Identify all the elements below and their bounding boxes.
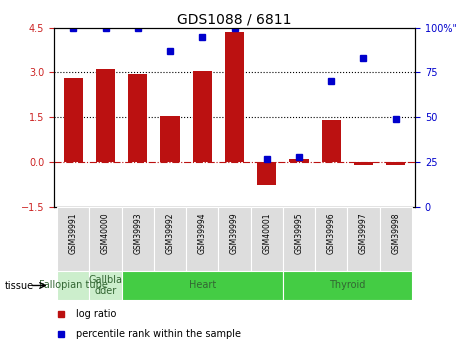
Bar [193, 71, 212, 162]
Bar [160, 116, 180, 162]
Text: Heart: Heart [189, 280, 216, 290]
Bar [257, 162, 276, 185]
Bar [90, 207, 121, 271]
Text: GSM39996: GSM39996 [327, 212, 336, 254]
Bar [96, 69, 115, 162]
Bar [348, 207, 379, 271]
Text: GSM39997: GSM39997 [359, 212, 368, 254]
Bar [283, 271, 412, 300]
Text: GSM39994: GSM39994 [198, 212, 207, 254]
Text: GSM39998: GSM39998 [391, 212, 400, 254]
Text: Gallbla
dder: Gallbla dder [89, 275, 122, 296]
Bar [219, 207, 250, 271]
Bar [315, 207, 348, 271]
Bar [121, 207, 154, 271]
Text: log ratio: log ratio [76, 309, 116, 319]
Bar [121, 271, 283, 300]
Text: GSM39993: GSM39993 [133, 212, 142, 254]
Bar [128, 74, 147, 162]
Text: percentile rank within the sample: percentile rank within the sample [76, 329, 241, 339]
Text: Fallopian tube: Fallopian tube [39, 280, 108, 290]
Text: tissue: tissue [5, 282, 34, 291]
Bar [354, 162, 373, 165]
Bar [154, 207, 186, 271]
Bar [57, 207, 90, 271]
Text: Thyroid: Thyroid [329, 280, 365, 290]
Bar [57, 271, 90, 300]
Text: GSM39992: GSM39992 [166, 212, 174, 254]
Text: GSM40001: GSM40001 [262, 212, 271, 254]
Text: GSM40000: GSM40000 [101, 212, 110, 254]
Bar [250, 207, 283, 271]
Text: GSM39999: GSM39999 [230, 212, 239, 254]
Bar [225, 32, 244, 162]
Bar [322, 120, 341, 162]
Text: GSM39995: GSM39995 [295, 212, 303, 254]
Bar [186, 207, 219, 271]
Bar [289, 159, 309, 162]
Bar [64, 78, 83, 162]
Title: GDS1088 / 6811: GDS1088 / 6811 [177, 12, 292, 27]
Bar [379, 207, 412, 271]
Bar [90, 271, 121, 300]
Text: GSM39991: GSM39991 [69, 212, 78, 254]
Bar [386, 162, 405, 165]
Bar [283, 207, 315, 271]
